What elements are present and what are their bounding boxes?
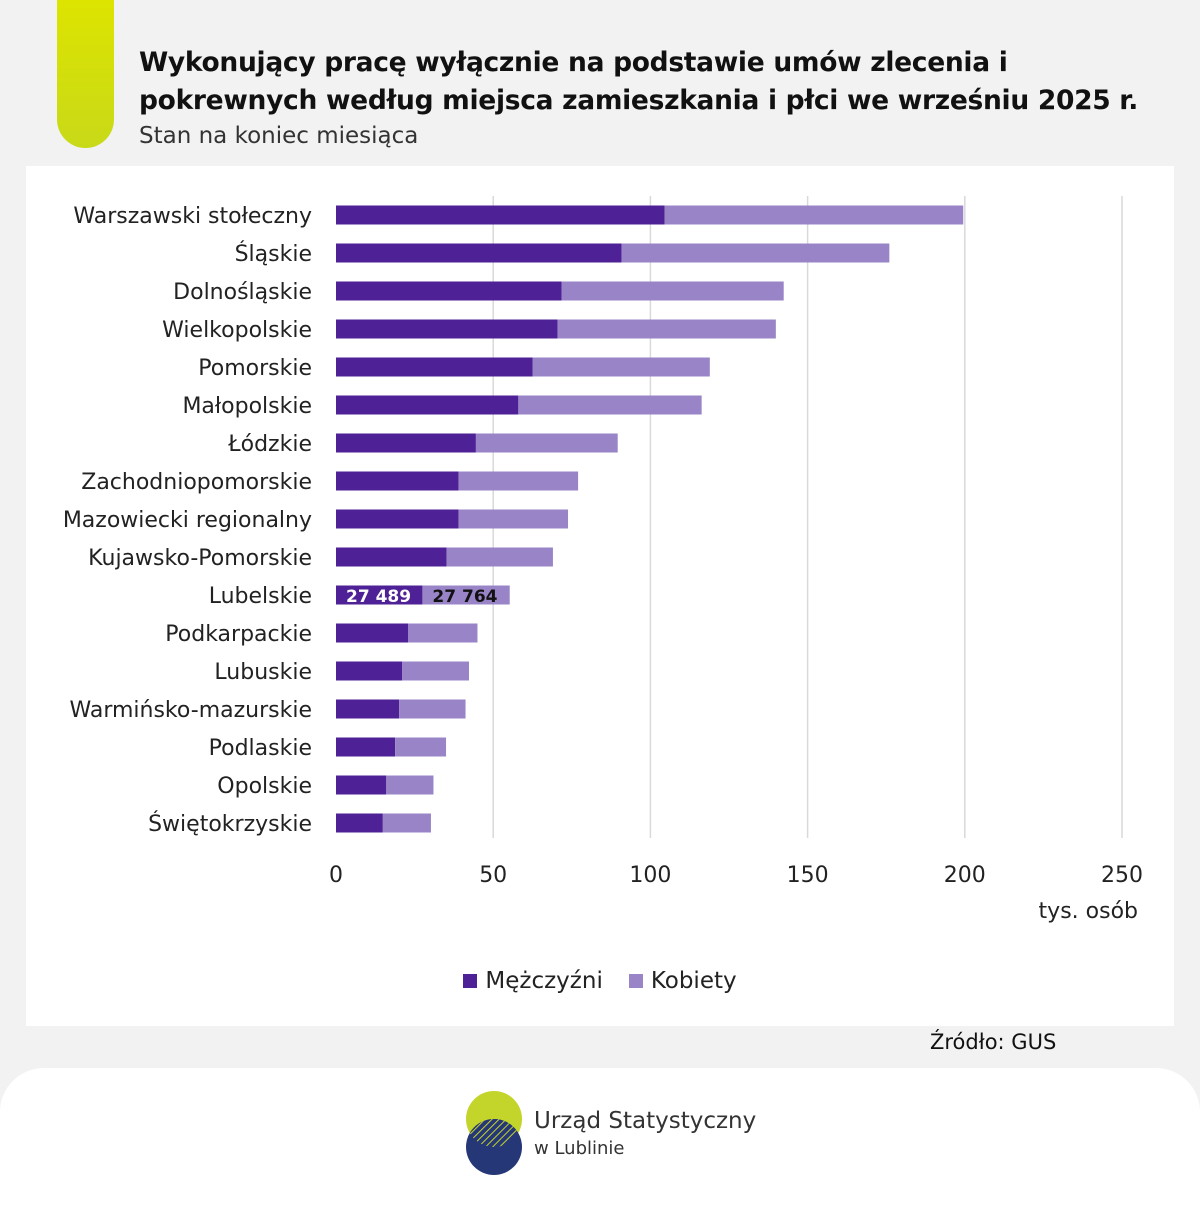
bar-mezczyzni-warszawski-stoleczny xyxy=(336,205,665,225)
bar-kobiety-mazowiecki-regionalny xyxy=(458,509,569,529)
category-label: Pomorskie xyxy=(198,356,312,381)
bar-mezczyzni-podkarpackie xyxy=(336,623,408,643)
category-label: Świętokrzyskie xyxy=(148,811,312,837)
bar-kobiety-warminsko-mazurskie xyxy=(399,699,466,719)
category-label: Śląskie xyxy=(235,241,312,267)
category-label: Warszawski stołeczny xyxy=(73,204,312,229)
category-label: Podlaskie xyxy=(209,736,312,761)
category-label: Lubelskie xyxy=(209,584,312,609)
data-label: 27 489 xyxy=(346,587,411,607)
logo-icon xyxy=(466,1091,522,1175)
x-tick-label: 0 xyxy=(329,863,343,888)
data-label: 27 764 xyxy=(432,587,497,607)
bar-kobiety-zachodniopomorskie xyxy=(458,471,579,491)
legend-label-men: Mężczyźni xyxy=(485,968,603,994)
bar-mezczyzni-dolnoslaskie xyxy=(336,281,562,301)
x-tick-label: 200 xyxy=(944,863,986,888)
bar-mezczyzni-lubuskie xyxy=(336,661,403,681)
bar-mezczyzni-malopolskie xyxy=(336,395,519,415)
x-tick-label: 100 xyxy=(629,863,671,888)
category-label: Wielkopolskie xyxy=(162,318,312,343)
category-label: Kujawsko-Pomorskie xyxy=(88,546,312,571)
legend: Mężczyźni Kobiety xyxy=(26,968,1174,994)
bar-kobiety-opolskie xyxy=(386,775,434,795)
x-axis-label: tys. osób xyxy=(1039,899,1138,924)
bar-mezczyzni-zachodniopomorskie xyxy=(336,471,459,491)
chart-subtitle: Stan na koniec miesiąca xyxy=(139,123,419,149)
chart-title: Wykonujący pracę wyłącznie na podstawie … xyxy=(139,47,1139,116)
bar-kobiety-lubelskie xyxy=(422,585,510,605)
bar-kobiety-podlaskie xyxy=(395,737,447,757)
x-tick-label: 50 xyxy=(479,863,507,888)
bar-mezczyzni-wielkopolskie xyxy=(336,319,558,339)
category-label: Małopolskie xyxy=(182,394,312,419)
category-label: Podkarpackie xyxy=(165,622,312,647)
bar-mezczyzni-podlaskie xyxy=(336,737,396,757)
bar-kobiety-podkarpackie xyxy=(407,623,478,643)
category-label: Warmińsko-mazurskie xyxy=(70,698,313,723)
bar-chart: Warszawski stołeczny Śląskie Dolnośląskie W… xyxy=(63,196,1143,924)
x-tick-label: 150 xyxy=(787,863,829,888)
x-tick-label: 250 xyxy=(1101,863,1143,888)
category-label: Łódzkie xyxy=(227,432,312,457)
legend-item-men: Mężczyźni xyxy=(463,968,603,994)
bar-mezczyzni-kujawsko-pomorskie xyxy=(336,547,447,567)
bar-kobiety-dolnoslaskie xyxy=(561,281,784,301)
legend-label-women: Kobiety xyxy=(650,968,737,994)
category-label: Lubuskie xyxy=(214,660,312,685)
bar-kobiety-malopolskie xyxy=(518,395,702,415)
bar-mezczyzni-warminsko-mazurskie xyxy=(336,699,400,719)
category-label: Zachodniopomorskie xyxy=(81,470,312,495)
bar-mezczyzni-lubelskie xyxy=(336,585,423,605)
bar-kobiety-lodzkie xyxy=(475,433,618,453)
source-note: Źródło: GUS xyxy=(930,1030,1057,1054)
category-label: Mazowiecki regionalny xyxy=(63,508,312,533)
bar-mezczyzni-opolskie xyxy=(336,775,387,795)
category-label: Opolskie xyxy=(217,774,312,799)
org-location: w Lublinie xyxy=(534,1138,625,1159)
legend-item-women: Kobiety xyxy=(628,968,737,994)
category-label: Dolnośląskie xyxy=(173,280,312,305)
bar-kobiety-swietokrzyskie xyxy=(382,813,431,833)
bar-kobiety-slaskie xyxy=(621,243,890,263)
chart-panel: Warszawski stołeczny Śląskie Dolnośląskie W… xyxy=(26,166,1174,1026)
bar-mezczyzni-swietokrzyskie xyxy=(336,813,383,833)
legend-swatch-men xyxy=(463,974,478,988)
bar-kobiety-warszawski-stoleczny xyxy=(664,205,964,225)
bar-mezczyzni-pomorskie xyxy=(336,357,533,377)
bar-kobiety-kujawsko-pomorskie xyxy=(446,547,553,567)
accent-bar xyxy=(57,0,114,148)
bar-kobiety-wielkopolskie xyxy=(557,319,776,339)
legend-swatch-women xyxy=(628,974,643,988)
bar-mezczyzni-mazowiecki-regionalny xyxy=(336,509,459,529)
bar-kobiety-lubuskie xyxy=(402,661,469,681)
bar-kobiety-pomorskie xyxy=(532,357,710,377)
bar-mezczyzni-lodzkie xyxy=(336,433,476,453)
bar-mezczyzni-slaskie xyxy=(336,243,622,263)
org-name: Urząd Statystyczny xyxy=(534,1108,757,1134)
